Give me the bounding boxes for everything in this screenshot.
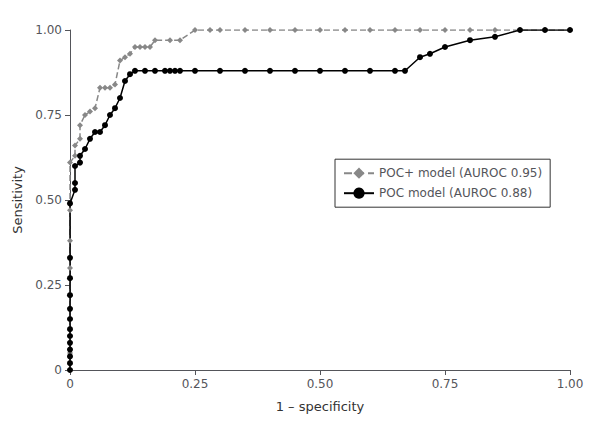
svg-text:0.75: 0.75 — [35, 108, 62, 122]
svg-text:1 – specificity: 1 – specificity — [276, 399, 365, 414]
svg-text:1.00: 1.00 — [557, 377, 584, 391]
svg-text:POC+ model (AUROC 0.95): POC+ model (AUROC 0.95) — [379, 166, 542, 180]
svg-text:POC model (AUROC 0.88): POC model (AUROC 0.88) — [379, 186, 532, 200]
svg-text:0: 0 — [54, 363, 62, 377]
svg-text:1.00: 1.00 — [35, 23, 62, 37]
svg-text:0.25: 0.25 — [182, 377, 209, 391]
svg-text:0.50: 0.50 — [35, 193, 62, 207]
svg-text:0: 0 — [66, 377, 74, 391]
svg-text:0.75: 0.75 — [432, 377, 459, 391]
svg-text:0.25: 0.25 — [35, 278, 62, 292]
svg-text:0.50: 0.50 — [307, 377, 334, 391]
svg-text:Sensitivity: Sensitivity — [10, 166, 25, 234]
